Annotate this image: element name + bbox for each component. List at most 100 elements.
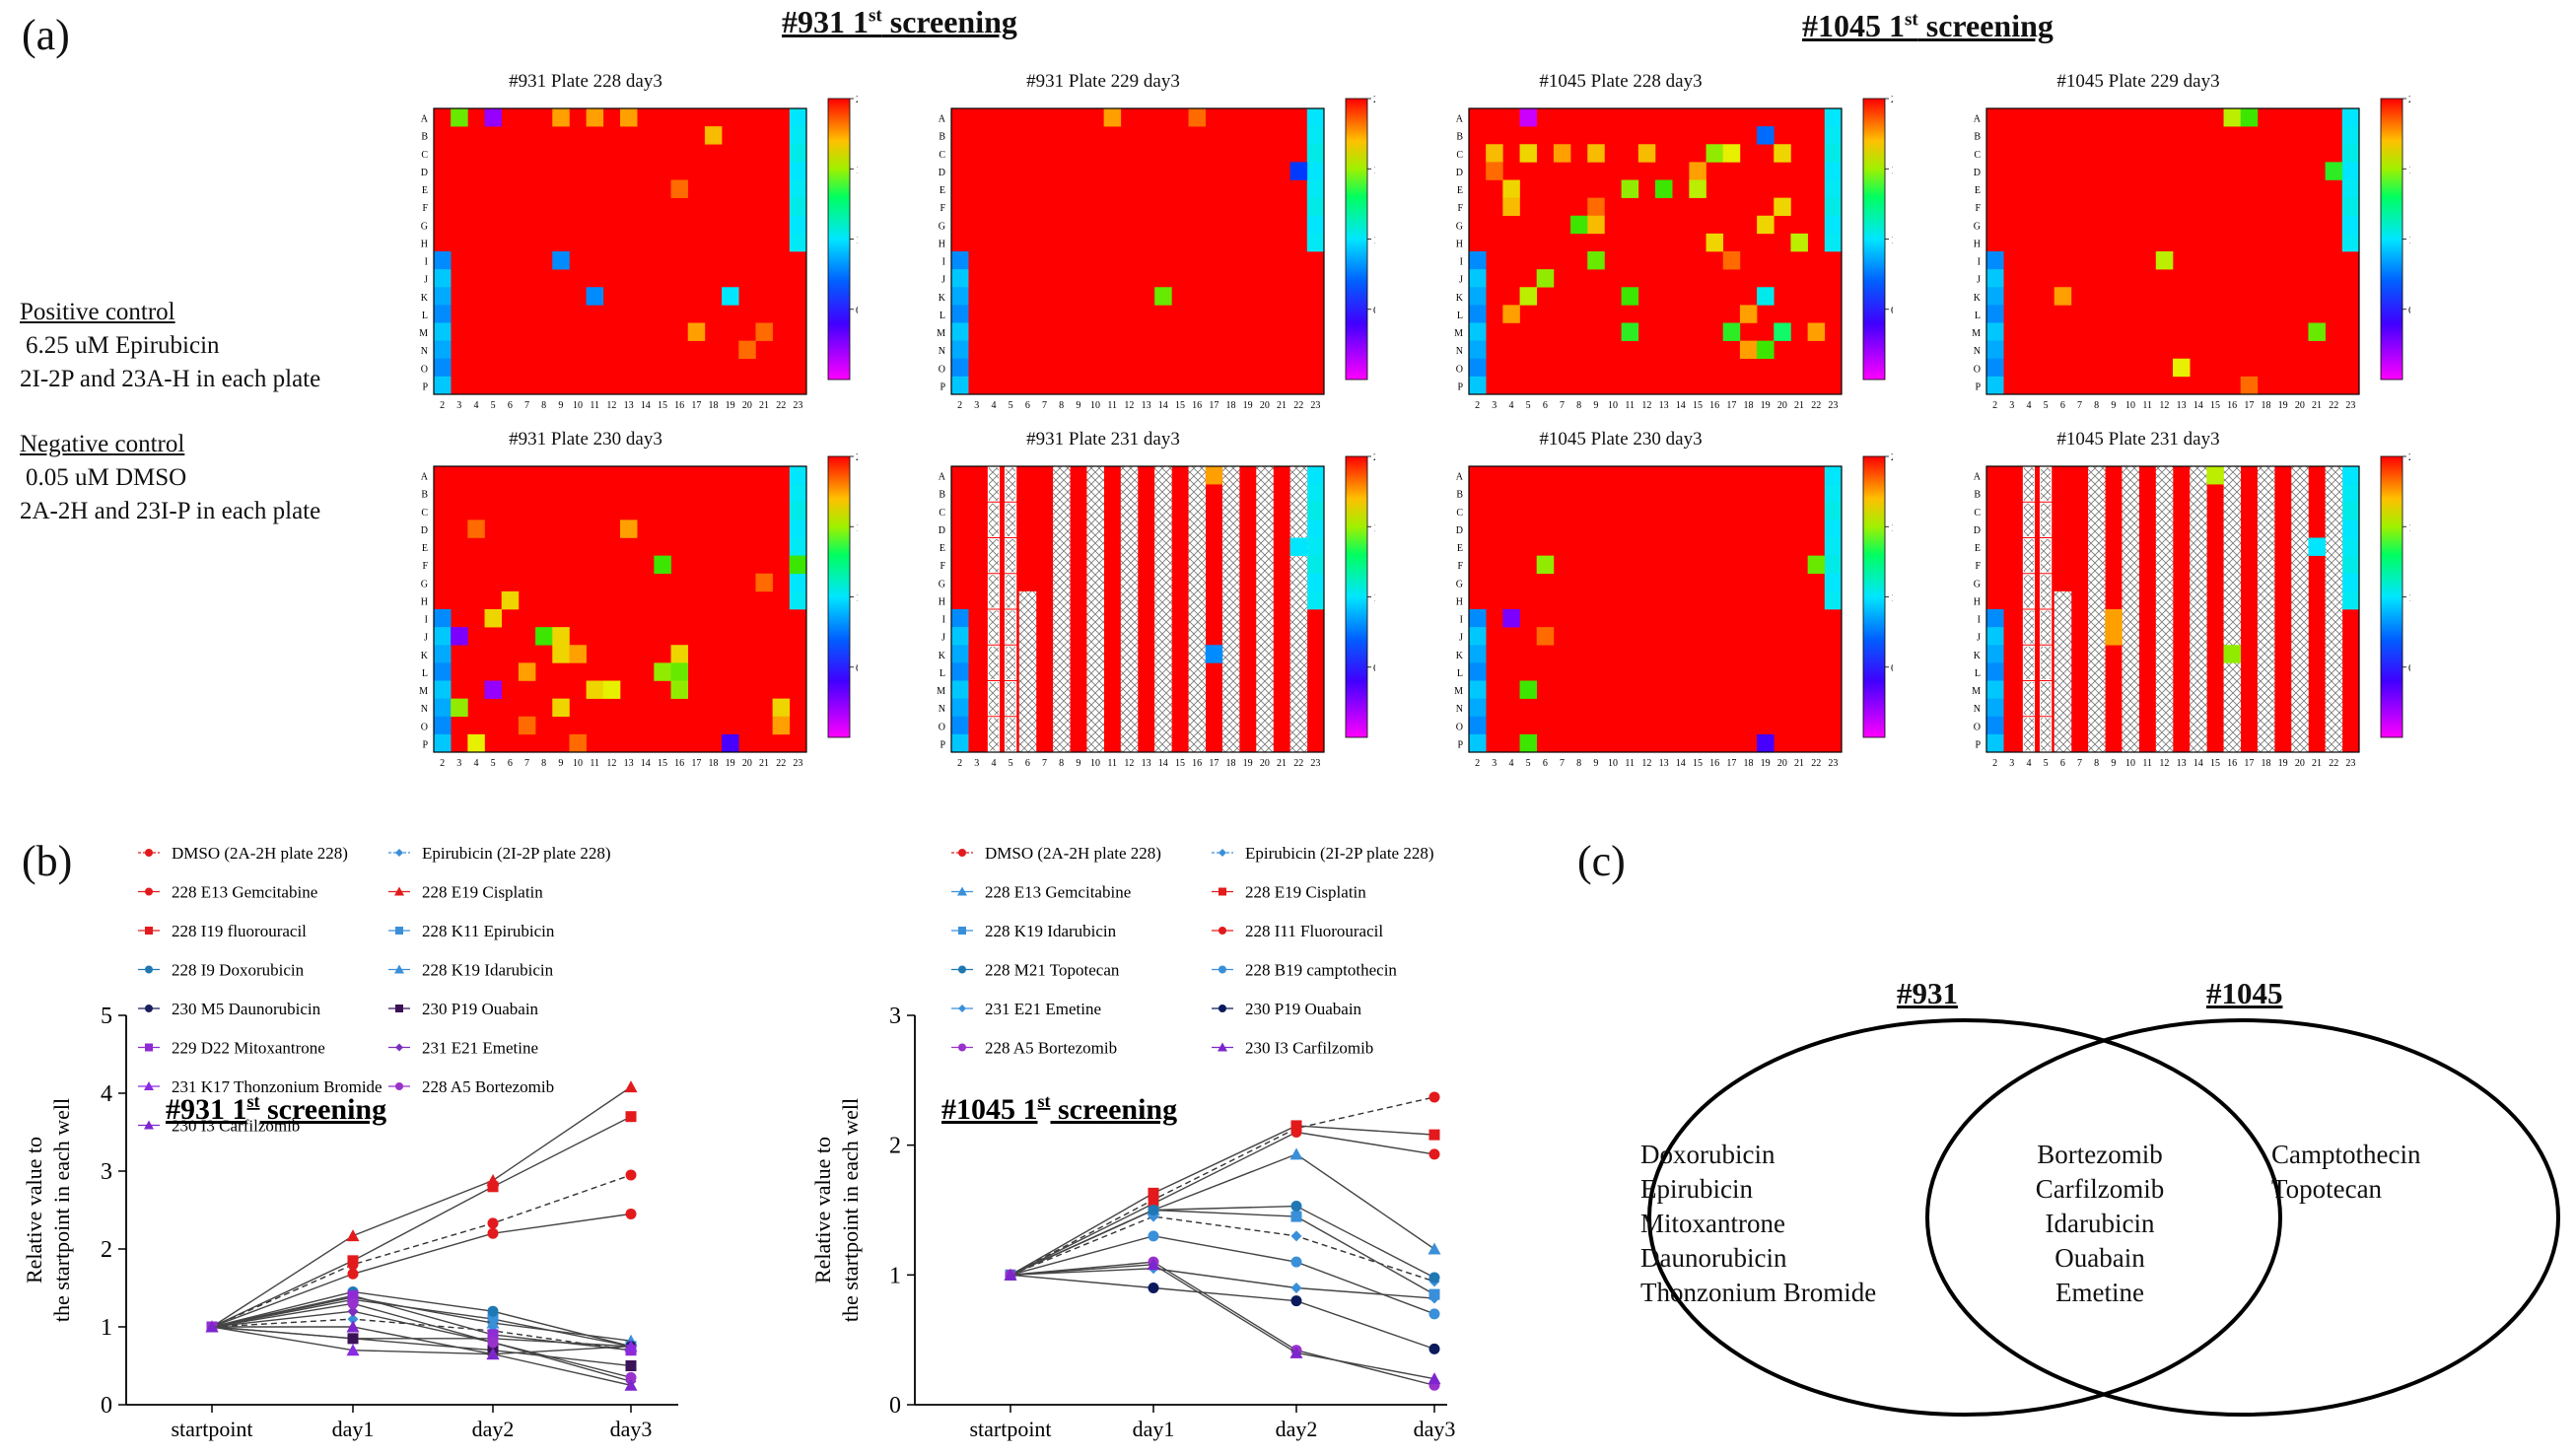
data-point [347, 1313, 359, 1325]
excluded-well [2040, 466, 2053, 502]
well-cell [1986, 520, 2004, 538]
data-point [624, 1340, 638, 1352]
well-cell [951, 484, 969, 503]
col-label: 14 [641, 758, 651, 769]
well-cell [1256, 502, 1274, 520]
data-point [347, 1255, 359, 1267]
data-point [1428, 1091, 1440, 1103]
data-point [625, 1169, 637, 1181]
row-label: F [1457, 561, 1463, 572]
data-point [346, 1229, 360, 1242]
well-cell [2291, 733, 2309, 753]
row-label: M [1972, 328, 1981, 339]
data-point [395, 1043, 403, 1052]
well-cell [1221, 537, 1240, 556]
col-label: 2 [440, 400, 445, 411]
row-label: J [1977, 275, 1981, 286]
col-label: 19 [726, 758, 735, 769]
row-label: G [1974, 221, 1981, 232]
well-cell [1053, 680, 1071, 699]
col-label: 21 [2312, 758, 2322, 769]
negative-control-block: Negative control 0.05 uM DMSO 2A-2H and … [20, 428, 320, 528]
well-cell [1774, 197, 1791, 217]
well-cell [1289, 537, 1308, 556]
row-label: I [425, 615, 428, 626]
col-label: 12 [1641, 400, 1651, 411]
well-cell [1256, 520, 1274, 538]
well-cell [2257, 627, 2275, 646]
row-label: K [421, 293, 429, 304]
well-cell [1188, 555, 1207, 575]
col-label: 14 [2193, 400, 2203, 411]
row-label: F [422, 561, 428, 572]
heatmap-title: #1045 Plate 230 day3 [1539, 429, 1703, 450]
row-label: L [422, 668, 428, 679]
well-cell [2190, 609, 2207, 628]
col-label: 8 [541, 758, 546, 769]
well-cell [1086, 698, 1104, 718]
data-point [144, 1081, 154, 1090]
well-cell [1221, 680, 1240, 699]
well-cell [1486, 162, 1503, 180]
well-cell [1824, 144, 1843, 163]
line-chart-1045: DMSO (2A-2H plate 228) Epirubicin (2I-2P … [810, 844, 1455, 1441]
well-cell [484, 680, 503, 699]
well-cell [2341, 144, 2360, 163]
well-cell [1986, 108, 2004, 127]
well-cell [951, 162, 969, 180]
well-cell [1306, 144, 1325, 163]
well-cell [2291, 555, 2309, 575]
colorbar-tick: 1.0 [2408, 592, 2410, 604]
well-cell [755, 322, 773, 341]
row-label: H [939, 239, 945, 249]
data-point [145, 965, 153, 974]
well-cell [1689, 162, 1706, 180]
well-cell [2291, 716, 2309, 735]
row-label: D [421, 525, 428, 536]
data-point [145, 1005, 153, 1012]
well-cell [2325, 662, 2343, 681]
legend-label: 228 I9 Doxorubicin [172, 961, 305, 980]
well-cell [484, 609, 503, 628]
well-cell [2223, 573, 2242, 592]
well-cell [2190, 645, 2207, 663]
row-label: M [1454, 686, 1463, 697]
data-point [1428, 1129, 1440, 1141]
well-cell [1256, 573, 1274, 592]
col-label: 12 [2159, 758, 2169, 769]
x-tick-label: day2 [472, 1417, 515, 1441]
well-cell [1154, 627, 1172, 646]
col-label: 10 [573, 400, 583, 411]
well-cell [1986, 573, 2004, 592]
well-cell [2291, 645, 2309, 663]
well-cell [951, 126, 969, 145]
venn-drug-shared: Bortezomib [2037, 1140, 2163, 1169]
well-cell [1053, 520, 1071, 538]
well-cell [2325, 502, 2343, 520]
well-cell [1621, 287, 1639, 306]
well-cell [1256, 662, 1274, 681]
col-label: 14 [1676, 758, 1686, 769]
col-label: 11 [1107, 758, 1117, 769]
y-axis-label: Relative value to the startpoint in each … [810, 1098, 863, 1322]
well-cell [2223, 537, 2242, 556]
col-label: 13 [1659, 758, 1669, 769]
well-cell [2223, 484, 2242, 503]
well-cell [2190, 484, 2207, 503]
well-cell [1086, 627, 1104, 646]
col-label: 18 [1744, 400, 1754, 411]
col-label: 7 [1042, 400, 1047, 411]
excluded-well [1005, 609, 1017, 645]
well-cell [1086, 733, 1104, 753]
well-cell [1986, 627, 2004, 646]
well-cell [772, 716, 791, 735]
well-cell [434, 340, 452, 360]
row-label: I [1978, 615, 1981, 626]
well-cell [722, 287, 739, 306]
well-cell [2325, 537, 2343, 556]
row-label: O [421, 364, 428, 375]
col-label: 8 [541, 400, 546, 411]
well-cell [1188, 716, 1207, 735]
well-cell [2240, 376, 2259, 395]
